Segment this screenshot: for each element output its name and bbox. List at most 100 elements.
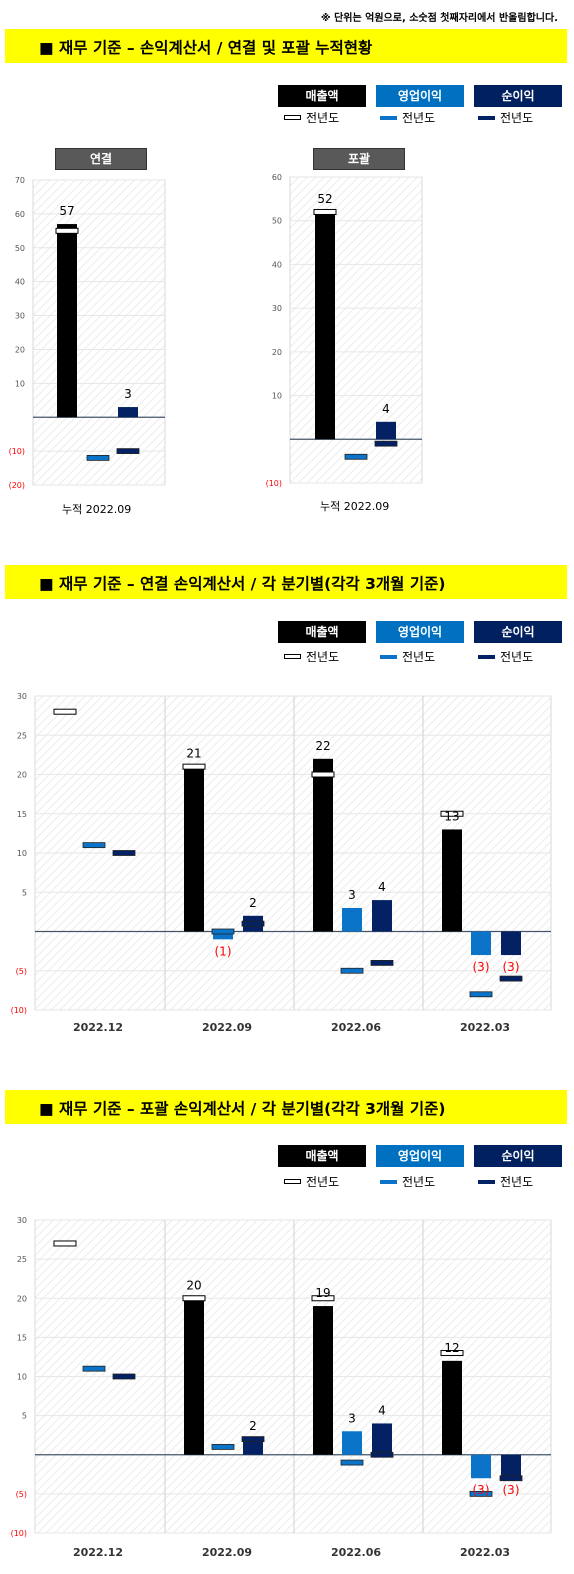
- prev-marker-sales: [440, 1350, 464, 1357]
- data-label-sales: 20: [186, 1278, 201, 1292]
- y-tick-label: 30: [15, 312, 25, 321]
- legend-prev-op-label: 전년도: [402, 650, 436, 664]
- prev-marker-op: [469, 1490, 493, 1497]
- prev-marker-op: [340, 1459, 364, 1466]
- prev-marker-op: [340, 967, 364, 974]
- prev-marker-op: [469, 991, 493, 998]
- prev-marker-sales: [313, 208, 337, 215]
- y-tick-label: 70: [15, 176, 25, 185]
- data-label-op: 3: [348, 888, 356, 902]
- data-label-net: (3): [503, 960, 520, 974]
- legend-prev-op-marker: [380, 1180, 397, 1184]
- y-tick-label: (10): [11, 1529, 27, 1538]
- bar-net: [501, 931, 521, 956]
- bar-net: [376, 421, 396, 440]
- panel1-xlabel: 누적 2022.09: [62, 503, 132, 516]
- legend-prev-op-marker: [380, 655, 397, 659]
- bar-net: [118, 407, 138, 418]
- y-tick-label: 5: [22, 888, 27, 897]
- legend-prev-net-marker: [478, 655, 495, 659]
- prev-marker-sales: [182, 763, 206, 770]
- section3-banner: ■ 재무 기준 – 포괄 손익계산서 / 각 분기별(각각 3개월 기준): [5, 1090, 567, 1124]
- prev-marker-op: [82, 842, 106, 849]
- data-label-net: 2: [249, 896, 257, 910]
- prev-marker-net: [112, 850, 136, 856]
- x-category-label: 2022.12: [73, 1546, 123, 1559]
- bar-sales: [315, 211, 335, 440]
- prev-marker-net: [241, 920, 265, 927]
- y-tick-label: (10): [9, 447, 25, 456]
- bar-sales: [184, 766, 204, 932]
- legend-op-box: 영업이익: [376, 621, 464, 643]
- bar-sales: [184, 1298, 204, 1455]
- legend-prev-net-label: 전년도: [500, 1175, 534, 1189]
- section2-title: ■ 재무 기준 – 연결 손익계산서 / 각 분기별(각각 3개월 기준): [39, 575, 446, 593]
- prev-marker-net: [241, 1436, 265, 1442]
- prev-marker-sales: [182, 1295, 206, 1302]
- unit-note: ※ 단위는 억원으로, 소숫점 첫째자리에서 반올림합니다.: [320, 13, 558, 24]
- bar-sales: [313, 758, 333, 932]
- data-label-op: (3): [473, 960, 490, 974]
- panel-tag-comprehensive: 포괄: [313, 148, 405, 170]
- chart-1: [32, 179, 166, 486]
- bar-op: [471, 1454, 491, 1479]
- bar-net: [372, 900, 392, 932]
- data-label-net: 3: [124, 387, 132, 401]
- legend-prev-net-label: 전년도: [500, 650, 534, 664]
- prev-marker-sales: [440, 810, 464, 817]
- y-tick-label: 20: [17, 771, 27, 780]
- prev-marker-sales: [53, 708, 77, 715]
- prev-marker-sales: [311, 771, 335, 778]
- legend-op-box: 영업이익: [376, 85, 464, 107]
- data-label-sales: 12: [444, 1341, 459, 1355]
- x-category-label: 2022.09: [202, 1021, 252, 1034]
- legend-prev-sales-label: 전년도: [306, 1175, 340, 1189]
- data-label-sales: 19: [315, 1286, 330, 1300]
- data-label-net: 4: [378, 880, 386, 894]
- y-tick-label: 30: [17, 1216, 27, 1225]
- legend-net-box: 순이익: [474, 621, 562, 643]
- y-tick-label: 10: [15, 379, 25, 388]
- y-tick-label: 30: [272, 304, 282, 313]
- legend-sales-box: 매출액: [278, 1145, 366, 1167]
- y-tick-label: 15: [17, 1333, 27, 1342]
- prev-marker-op: [211, 1444, 235, 1450]
- bar-sales: [57, 224, 77, 418]
- chart-2: [289, 176, 423, 484]
- legend-prev-sales-marker: [284, 1179, 301, 1184]
- x-category-label: 2022.06: [331, 1021, 381, 1034]
- section3-title: ■ 재무 기준 – 포괄 손익계산서 / 각 분기별(각각 3개월 기준): [39, 1100, 446, 1118]
- y-tick-label: 10: [272, 392, 282, 401]
- x-category-label: 2022.03: [460, 1546, 510, 1559]
- legend-prev-net-marker: [478, 116, 495, 120]
- data-label-op: (1): [215, 944, 232, 958]
- y-tick-label: 20: [272, 348, 282, 357]
- prev-marker-net: [116, 448, 140, 455]
- data-label-op: (3): [473, 1483, 490, 1497]
- legend-prev-op-label: 전년도: [402, 111, 436, 125]
- legend-prev-sales-label: 전년도: [306, 111, 340, 125]
- prev-marker-sales: [53, 1240, 77, 1247]
- panel-tag-consolidated: 연결: [55, 148, 147, 170]
- prev-marker-net: [370, 960, 394, 966]
- y-tick-label: 50: [15, 244, 25, 253]
- data-label-net: 4: [382, 402, 390, 416]
- chart-4: [34, 1219, 552, 1534]
- legend-op-box: 영업이익: [376, 1145, 464, 1167]
- y-tick-label: 25: [17, 731, 27, 740]
- y-tick-label: 60: [15, 210, 25, 219]
- legend-prev-sales-label: 전년도: [306, 650, 340, 664]
- y-tick-label: 10: [17, 1373, 27, 1382]
- bar-op: [213, 931, 233, 940]
- chart-3: [34, 695, 552, 1011]
- x-category-label: 2022.12: [73, 1021, 123, 1034]
- x-category-label: 2022.03: [460, 1021, 510, 1034]
- x-category-label: 2022.09: [202, 1546, 252, 1559]
- legend-prev-net-marker: [478, 1180, 495, 1184]
- y-tick-label: 20: [15, 345, 25, 354]
- prev-marker-net: [499, 975, 523, 982]
- bar-op: [342, 1431, 362, 1455]
- y-tick-label: (5): [16, 967, 27, 976]
- bar-op: [342, 907, 362, 932]
